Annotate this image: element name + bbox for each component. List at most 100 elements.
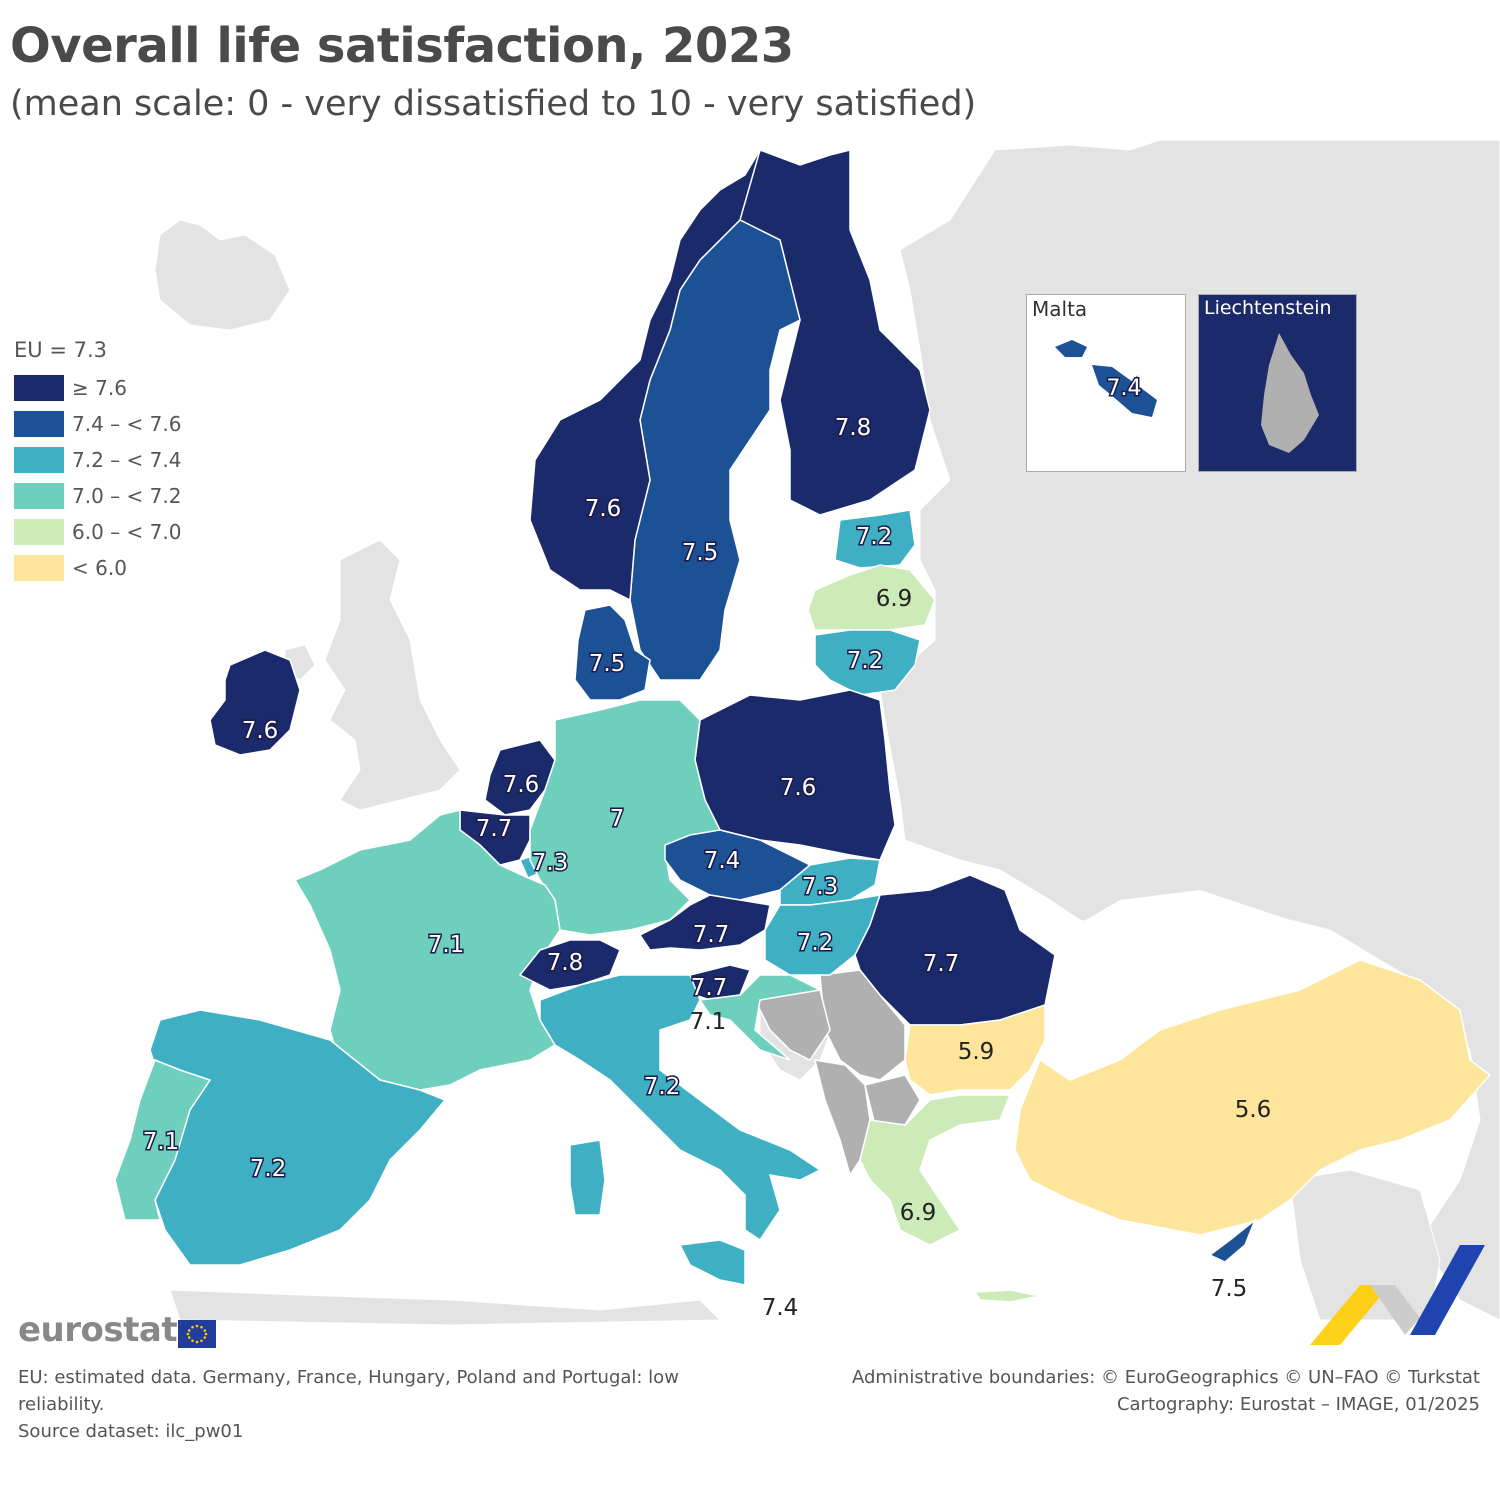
liechtenstein-inset: Liechtenstein	[1198, 294, 1357, 472]
country-crete	[973, 1289, 1041, 1303]
legend-items: ≥ 7.6 7.4 – < 7.6 7.2 – < 7.4 7.0 – < 7.2 6.…	[14, 370, 181, 586]
country-sweden	[629, 219, 801, 681]
country-germany	[529, 699, 722, 936]
value-label-finland: 7.8	[835, 415, 872, 441]
country-lithuania	[814, 629, 921, 696]
legend-label: ≥ 7.6	[72, 376, 127, 400]
legend-label: < 6.0	[72, 556, 127, 580]
legend-swatch	[14, 375, 64, 401]
country-latvia	[807, 564, 936, 631]
country-turkey	[1014, 959, 1492, 1236]
country-denmark	[574, 604, 651, 701]
legend-item: 7.0 – < 7.2	[14, 478, 181, 514]
eu-flag-stars	[186, 1324, 208, 1344]
value-label-switzerland: 7.8	[547, 950, 584, 976]
country-italy	[539, 974, 822, 1242]
value-label-france: 7.1	[428, 932, 465, 958]
value-label-czechia: 7.4	[704, 848, 741, 874]
countries-layer	[114, 149, 1492, 1303]
legend-title: EU = 7.3	[14, 338, 107, 362]
black-sea	[1040, 890, 1360, 1060]
legend-item: 6.0 – < 7.0	[14, 514, 181, 550]
value-label-spain: 7.2	[250, 1156, 287, 1182]
value-label-belgium: 7.7	[476, 816, 513, 842]
legend-label: 6.0 – < 7.0	[72, 520, 182, 544]
country-bulgaria	[904, 1003, 1046, 1096]
country-netherlands	[484, 739, 556, 816]
value-label-lithuania: 7.2	[847, 648, 884, 674]
liechtenstein-inset-title: Liechtenstein	[1204, 297, 1332, 319]
malta-gozo-island	[1055, 340, 1087, 357]
footer-cartography: Cartography: Eurostat – IMAGE, 01/2025	[1116, 1394, 1480, 1415]
footer-source: Source dataset: ilc_pw01	[18, 1421, 244, 1442]
value-label-sweden: 7.5	[682, 540, 719, 566]
legend-item: ≥ 7.6	[14, 370, 181, 406]
value-label-romania: 7.7	[923, 951, 960, 977]
legend-label: 7.4 – < 7.6	[72, 412, 182, 436]
great-britain	[324, 539, 461, 811]
value-label-cyprus: 7.5	[1211, 1276, 1248, 1302]
legend-swatch	[14, 411, 64, 437]
value-label-poland: 7.6	[780, 775, 817, 801]
footer-notes: EU: estimated data. Germany, France, Hun…	[18, 1364, 698, 1445]
country-greece	[859, 1094, 1012, 1246]
country-estonia	[834, 509, 916, 569]
liechtenstein-shape	[1261, 333, 1319, 453]
map-subtitle: (mean scale: 0 - very dissatisfied to 10…	[10, 84, 977, 124]
footer-boundaries: Administrative boundaries: © EuroGeograp…	[851, 1367, 1480, 1388]
value-label-slovenia: 7.7	[691, 975, 728, 1001]
malta-inset-value: 7.4	[1107, 376, 1142, 401]
malta-inset-title: Malta	[1032, 297, 1088, 321]
legend: EU = 7.3 ≥ 7.6 7.4 – < 7.6 7.2 – < 7.4 7.0 …	[14, 338, 181, 586]
value-label-portugal: 7.1	[143, 1129, 180, 1155]
country-austria	[638, 894, 771, 951]
value-labels: 7.8 7.5 7.6 7.5 7.6 7.2 6.9 7.2 7.6 7.6 7.7 7.3 7 7.4…	[141, 414, 1272, 1322]
eu-flag-icon	[178, 1320, 216, 1348]
legend-swatch	[14, 519, 64, 545]
footer-credits: Administrative boundaries: © EuroGeograp…	[852, 1364, 1480, 1418]
value-label-norway: 7.6	[585, 496, 622, 522]
legend-item: < 6.0	[14, 550, 181, 586]
no-data-region	[753, 969, 921, 1177]
country-switzerland	[518, 939, 621, 991]
value-label-greece: 6.9	[900, 1200, 937, 1226]
legend-swatch	[14, 555, 64, 581]
legend-item: 7.2 – < 7.4	[14, 442, 181, 478]
value-label-croatia: 7.1	[690, 1009, 727, 1035]
legend-swatch	[14, 447, 64, 473]
legend-label: 7.2 – < 7.4	[72, 448, 182, 472]
europe-map: 7.8 7.5 7.6 7.5 7.6 7.2 6.9 7.2 7.6 7.6 7.7 7.3 7 7.4…	[114, 139, 1500, 1326]
value-label-latvia: 6.9	[876, 586, 913, 612]
malta-inset-map: 7.4	[1055, 340, 1157, 417]
value-label-slovakia: 7.3	[802, 874, 839, 900]
eurostat-logo: eurostat	[18, 1310, 178, 1350]
country-norway	[529, 149, 761, 602]
corner-emblem-icon	[1310, 1245, 1485, 1345]
value-label-hungary: 7.2	[797, 930, 834, 956]
legend-item: 7.4 – < 7.6	[14, 406, 181, 442]
value-label-austria: 7.7	[693, 922, 730, 948]
country-sardinia	[569, 1139, 606, 1216]
value-label-luxembourg: 7.3	[532, 850, 569, 876]
value-label-bulgaria: 5.9	[958, 1039, 995, 1065]
value-label-malta-main-map: 7.4	[762, 1295, 799, 1321]
map-title: Overall life satisfaction, 2023	[10, 18, 794, 74]
liechtenstein-inset-map	[1261, 333, 1319, 453]
iceland	[154, 219, 291, 331]
north-macedonia-shape	[864, 1074, 921, 1126]
value-label-italy: 7.2	[644, 1074, 681, 1100]
legend-label: 7.0 – < 7.2	[72, 484, 182, 508]
country-cyprus	[1208, 1217, 1257, 1263]
value-label-netherlands: 7.6	[503, 772, 540, 798]
value-label-germany: 7	[610, 806, 625, 832]
value-label-ireland: 7.6	[242, 718, 279, 744]
country-portugal	[114, 1059, 212, 1221]
value-label-t-rkiye: 5.6	[1235, 1097, 1272, 1123]
country-ireland	[209, 649, 301, 756]
legend-swatch	[14, 483, 64, 509]
value-label-estonia: 7.2	[856, 524, 893, 550]
country-sicily	[678, 1239, 746, 1286]
north-africa	[169, 1289, 722, 1326]
malta-main-island	[1092, 365, 1157, 417]
country-croatia	[698, 974, 823, 1061]
